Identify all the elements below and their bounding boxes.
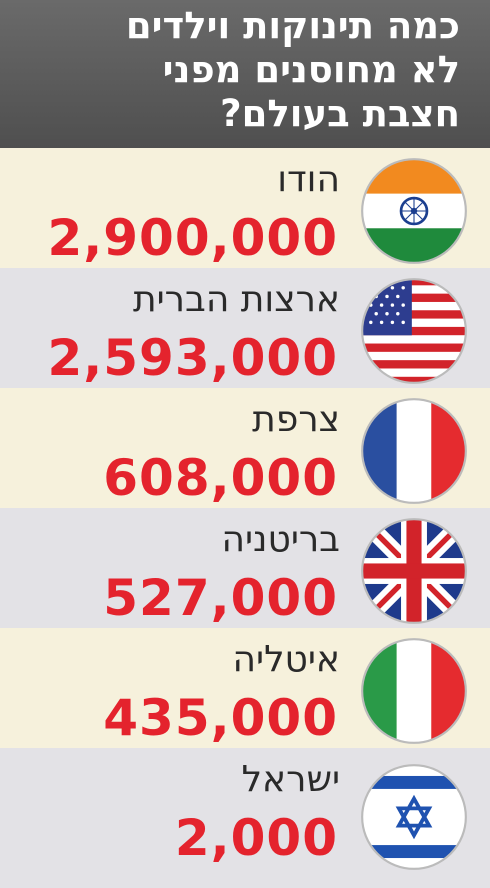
table-row: הודו 2,900,000 bbox=[0, 148, 490, 268]
italy-flag-icon bbox=[361, 638, 467, 744]
value-label: 2,900,000 bbox=[47, 209, 338, 267]
country-label: צרפת bbox=[252, 399, 340, 440]
value-label: 2,593,000 bbox=[47, 329, 338, 387]
uk-flag-icon bbox=[361, 518, 467, 624]
country-label: הודו bbox=[277, 159, 340, 200]
israel-flag-icon bbox=[361, 764, 467, 870]
title-line-2: לא מחוסנים מפני bbox=[162, 48, 460, 91]
india-flag-icon bbox=[361, 158, 467, 264]
country-label: ארצות הברית bbox=[132, 279, 340, 320]
table-row: ארצות הברית 2,593,000 bbox=[0, 268, 490, 388]
table-row: צרפת 608,000 bbox=[0, 388, 490, 508]
chart-title: כמה תינוקות וילדים לא מחוסנים מפני חצבת … bbox=[0, 0, 490, 148]
value-label: 527,000 bbox=[103, 569, 338, 627]
country-label: ישראל bbox=[241, 759, 340, 800]
usa-flag-icon bbox=[361, 278, 467, 384]
table-row: ישראל 2,000 bbox=[0, 748, 490, 888]
value-label: 2,000 bbox=[174, 809, 338, 867]
value-label: 608,000 bbox=[103, 449, 338, 507]
country-label: בריטניה bbox=[221, 519, 340, 560]
country-label: איטליה bbox=[232, 639, 341, 680]
value-label: 435,000 bbox=[103, 689, 338, 747]
france-flag-icon bbox=[361, 398, 467, 504]
table-row: איטליה 435,000 bbox=[0, 628, 490, 748]
title-line-1: כמה תינוקות וילדים bbox=[125, 4, 460, 47]
table-row: בריטניה 527,000 bbox=[0, 508, 490, 628]
title-line-3: חצבת בעולם? bbox=[220, 92, 460, 135]
